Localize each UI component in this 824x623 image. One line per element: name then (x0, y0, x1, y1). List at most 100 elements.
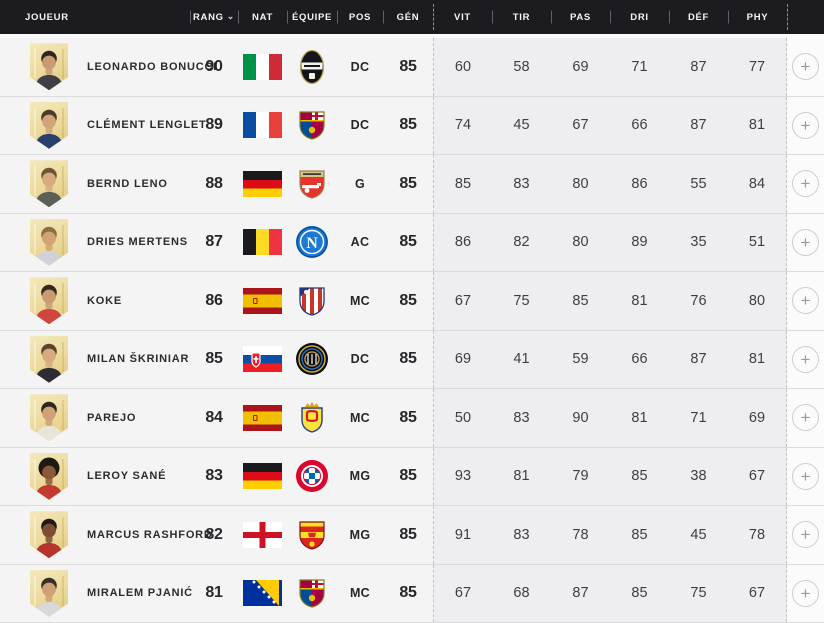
add-player-button[interactable]: + (792, 170, 819, 198)
stat-def: 38 (669, 447, 728, 505)
stat-tir: 83 (492, 155, 551, 213)
stat-phy: 69 (728, 389, 787, 447)
player-portrait (30, 511, 68, 559)
player-rank: 90 (205, 57, 223, 75)
player-portrait (30, 335, 68, 383)
player-overall: 85 (399, 233, 417, 251)
column-header-pos-label: POS (348, 11, 372, 23)
player-portrait (30, 218, 68, 266)
player-rank: 84 (205, 408, 223, 426)
player-rank: 82 (205, 525, 223, 543)
stat-dri: 85 (610, 506, 669, 564)
player-rank: 87 (205, 233, 223, 251)
club-badge-barcelona-icon (294, 575, 330, 611)
player-overall: 85 (399, 116, 417, 134)
column-header-pas[interactable]: PAS (551, 0, 610, 34)
table-row[interactable]: KOKE 86 MC 85 67 75 85 81 76 80 + (0, 272, 824, 331)
column-header-tir-label: TIR (512, 11, 531, 23)
stat-phy: 84 (728, 155, 787, 213)
actions-cell: + (787, 506, 824, 564)
column-header-gen[interactable]: GÉN (383, 0, 433, 34)
add-player-button[interactable]: + (792, 228, 819, 256)
add-player-button[interactable]: + (792, 53, 819, 81)
player-name: PAREJO (87, 411, 137, 424)
column-header-joueur[interactable]: JOUEUR (0, 0, 190, 34)
player-name: DRIES MERTENS (87, 236, 188, 249)
table-row[interactable]: CLÉMENT LENGLET 89 DC 85 74 45 67 66 87 … (0, 96, 824, 155)
column-header-tir[interactable]: TIR (492, 0, 551, 34)
stat-dri: 71 (610, 38, 669, 96)
player-club-cell (287, 448, 337, 506)
sort-chevron-down-icon: ⌄ (226, 10, 236, 21)
stat-dri: 81 (610, 389, 669, 447)
player-rank: 89 (205, 116, 223, 134)
player-cell: LEONARDO BONUCCI (0, 38, 216, 96)
player-overall: 85 (399, 408, 417, 426)
column-header-dri[interactable]: DRI (610, 0, 669, 34)
stat-dri: 66 (610, 330, 669, 388)
stat-vit: 67 (433, 272, 492, 330)
add-player-button[interactable]: + (792, 111, 819, 139)
club-badge-arsenal-icon (294, 166, 330, 202)
column-header-def[interactable]: DÉF (669, 0, 728, 34)
add-player-button[interactable]: + (792, 462, 819, 490)
player-portrait (30, 101, 68, 149)
player-name: CLÉMENT LENGLET (87, 119, 207, 132)
player-position: MG (349, 469, 371, 484)
flag-de-icon (243, 463, 282, 490)
table-row[interactable]: MIRALEM PJANIĆ 81 MC 85 67 68 87 85 75 6… (0, 564, 824, 623)
player-portrait (30, 452, 68, 500)
column-header-phy[interactable]: PHY (728, 0, 787, 34)
column-header-pos[interactable]: POS (337, 0, 383, 34)
column-header-equipe[interactable]: ÉQUIPE (287, 0, 337, 34)
player-club-cell (287, 272, 337, 330)
flag-ba-icon (243, 580, 282, 607)
stat-pas: 59 (551, 330, 610, 388)
player-position: DC (350, 118, 370, 133)
table-row[interactable]: BERND LENO 88 G 85 85 83 80 86 55 84 + (0, 155, 824, 214)
table-row[interactable]: LEROY SANÉ 83 MG 85 93 81 79 85 38 67 + (0, 447, 824, 506)
add-player-button[interactable]: + (792, 579, 819, 607)
stat-tir: 75 (492, 272, 551, 330)
table-row[interactable]: MILAN ŠKRINIAR 85 DC 85 69 41 59 66 87 8… (0, 330, 824, 389)
actions-cell: + (787, 330, 824, 388)
column-header-pas-label: PAS (570, 11, 591, 23)
column-header-phy-label: PHY (746, 11, 769, 23)
stat-tir: 83 (492, 506, 551, 564)
player-nation-cell (238, 389, 287, 447)
table-row[interactable]: PAREJO 84 MC 85 50 83 90 81 71 69 + (0, 389, 824, 448)
stat-tir: 58 (492, 38, 551, 96)
svg-text:N: N (306, 235, 318, 252)
player-club-cell (287, 155, 337, 213)
player-overall: 85 (399, 174, 417, 192)
table-row[interactable]: MARCUS RASHFORD 82 MG 85 91 83 78 85 45 … (0, 506, 824, 565)
stat-dri: 85 (610, 564, 669, 622)
table-row[interactable]: LEONARDO BONUCCI 90 DC 85 60 58 69 71 87… (0, 38, 824, 97)
player-nation-cell (238, 38, 287, 96)
add-player-button[interactable]: + (792, 404, 819, 432)
player-overall: 85 (399, 584, 417, 602)
stat-vit: 60 (433, 38, 492, 96)
column-header-nat[interactable]: NAT (238, 0, 287, 34)
table-row[interactable]: DRIES MERTENS 87 N AC 85 86 82 80 89 35 … (0, 213, 824, 272)
add-player-button[interactable]: + (792, 521, 819, 549)
player-nation-cell (238, 331, 287, 389)
stat-phy: 67 (728, 447, 787, 505)
column-header-vit[interactable]: VIT (433, 0, 492, 34)
club-badge-barcelona-icon (294, 107, 330, 143)
column-header-joueur-label: JOUEUR (25, 11, 69, 23)
add-player-button[interactable]: + (792, 345, 819, 373)
player-name: MILAN ŠKRINIAR (87, 353, 190, 366)
actions-cell: + (787, 447, 824, 505)
player-cell: LEROY SANÉ (0, 448, 190, 506)
player-nation-cell (238, 448, 287, 506)
column-header-rang[interactable]: RANG ⌄ (190, 0, 238, 34)
column-header-gen-label: GÉN (396, 11, 420, 23)
player-name: KOKE (87, 294, 122, 307)
player-rank: 81 (205, 584, 223, 602)
actions-cell: + (787, 389, 824, 447)
player-club-cell (287, 38, 337, 96)
add-player-button[interactable]: + (792, 287, 819, 315)
player-club-cell (287, 97, 337, 155)
stat-tir: 68 (492, 564, 551, 622)
